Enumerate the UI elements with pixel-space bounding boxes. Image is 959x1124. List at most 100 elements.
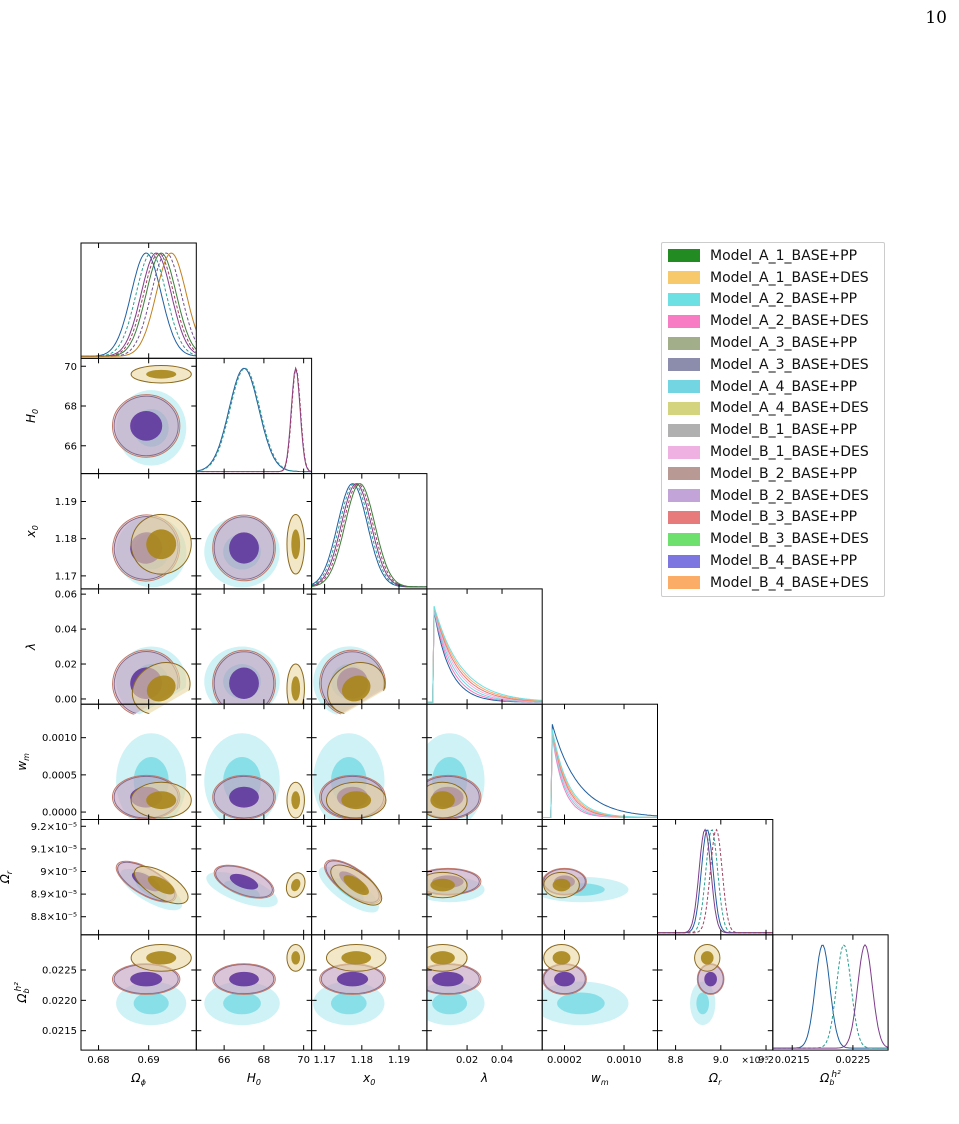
contour-PP-4-1-1 <box>229 786 259 808</box>
contour-DES-3-2-1 <box>341 675 371 702</box>
legend-item: Model_B_4_BASE+PP <box>662 550 884 572</box>
legend-swatch <box>668 292 700 306</box>
legend-item: Model_A_1_BASE+PP <box>662 245 884 267</box>
marginal-3-extra-1 <box>426 609 543 703</box>
y-tick-label: 0.06 <box>55 590 77 601</box>
x-tick-label: 0.0010 <box>607 1055 642 1066</box>
marginal-1-1 <box>196 367 312 473</box>
contour-DES-4-0-1 <box>146 791 177 810</box>
x-tick-label: 66 <box>218 1055 231 1066</box>
contour-DES-4-3-1 <box>430 791 455 810</box>
contour-A2PP-6-2-1 <box>330 992 367 1015</box>
contour-DES-6-1-1 <box>291 951 301 965</box>
legend-label: Model_A_2_BASE+PP <box>710 291 858 308</box>
y-tick-label: 0.0000 <box>42 808 77 819</box>
marginal-3-0 <box>426 610 543 703</box>
marginal-1-3 <box>196 367 312 473</box>
legend-swatch <box>668 336 700 350</box>
legend-item: Model_A_4_BASE+PP <box>662 376 884 398</box>
y-tick-label: 0.0005 <box>42 770 77 781</box>
contour-DES-2-0-1 <box>146 529 177 560</box>
x-tick-label: 0.0002 <box>547 1055 582 1066</box>
y-tick-label: 0.0220 <box>42 996 77 1007</box>
x-tick-label: 0.04 <box>491 1055 513 1066</box>
y-tick-label: 8.8×10⁻⁵ <box>31 912 77 923</box>
contour-DES-6-0-1 <box>146 951 177 965</box>
legend-label: Model_B_2_BASE+DES <box>710 487 869 504</box>
contour-PP-1-0-1 <box>130 410 163 441</box>
legend-label: Model_B_3_BASE+DES <box>710 531 869 548</box>
marginal-3-extra-5 <box>426 606 543 703</box>
legend-label: Model_B_2_BASE+PP <box>710 465 858 482</box>
legend-swatch <box>668 380 700 394</box>
y-tick-label: 1.18 <box>55 534 77 545</box>
legend-label: Model_B_3_BASE+PP <box>710 509 858 526</box>
x-axis-label-0: Ωϕ <box>130 1071 146 1087</box>
legend-item: Model_A_3_BASE+DES <box>662 354 884 376</box>
contour-PP-6-2-1 <box>336 971 369 987</box>
legend-swatch <box>668 423 700 437</box>
marginal-6-1 <box>772 944 889 1049</box>
contour-DES-5-1-1 <box>291 878 301 892</box>
marginal-2-0 <box>311 483 427 588</box>
contour-PP-6-3-1 <box>432 971 464 987</box>
x-axis-label-1: H0 <box>247 1071 261 1087</box>
x-tick-label: 1.17 <box>313 1055 335 1066</box>
marginal-0-6 <box>81 252 197 357</box>
marginal-1-0 <box>196 367 312 473</box>
x-tick-label: 0.0225 <box>835 1055 870 1066</box>
contour-PP-6-1-1 <box>229 971 259 987</box>
legend-swatch <box>668 489 700 503</box>
y-tick-label: 1.19 <box>55 497 77 508</box>
marginal-2-2 <box>311 483 427 588</box>
legend-label: Model_B_4_BASE+DES <box>710 574 869 591</box>
contour-PP-6-0-1 <box>130 971 163 987</box>
x-tick-label: 1.19 <box>388 1055 410 1066</box>
y-tick-label: 0.00 <box>55 694 77 705</box>
y-tick-label: 0.0010 <box>42 733 77 744</box>
legend-swatch <box>668 467 700 481</box>
y-tick-label: 66 <box>64 441 77 452</box>
marginal-5-3 <box>657 828 773 934</box>
legend-swatch <box>668 401 700 415</box>
x-axis-label-3: λ <box>480 1071 488 1085</box>
marginal-0-5 <box>81 252 197 357</box>
x-tick-label: 1.18 <box>351 1055 373 1066</box>
marginal-6-0 <box>772 944 889 1049</box>
contour-PP-6-4-1 <box>554 971 575 987</box>
x-tick-label: 0.69 <box>138 1055 160 1066</box>
x-tick-label: 9.2 <box>758 1055 774 1066</box>
x-offset-label: ×10⁻⁵ <box>741 1056 769 1066</box>
legend-swatch <box>668 249 700 263</box>
legend: Model_A_1_BASE+PP Model_A_1_BASE+DES Model… <box>661 242 885 597</box>
contour-DES-4-2-1 <box>341 791 372 810</box>
marginal-6-2 <box>772 943 889 1049</box>
legend-item: Model_B_2_BASE+DES <box>662 485 884 507</box>
panel-frame-6-6 <box>772 934 889 1051</box>
x-tick-label: 0.68 <box>87 1055 109 1066</box>
x-tick-label: 68 <box>258 1055 271 1066</box>
legend-label: Model_A_1_BASE+PP <box>710 247 858 264</box>
marginal-0-1 <box>81 252 197 357</box>
x-tick-label: 8.8 <box>668 1055 684 1066</box>
contour-A2PP-6-5-1 <box>696 992 710 1015</box>
x-tick-label: 0.0215 <box>775 1055 810 1066</box>
page-number: 10 <box>925 8 947 28</box>
contour-PP-2-1-1 <box>229 532 259 564</box>
panel-frame-5-5 <box>657 819 774 936</box>
legend-item: Model_A_1_BASE+DES <box>662 267 884 289</box>
contour-A2PP-6-3-1 <box>432 992 468 1015</box>
marginal-1-2 <box>196 366 312 473</box>
contour-DES-3-0-1 <box>146 675 176 702</box>
legend-swatch <box>668 271 700 285</box>
contour-DES-5-4-1 <box>552 878 571 892</box>
x-tick-label: 9.0 <box>713 1055 729 1066</box>
legend-item: Model_B_4_BASE+DES <box>662 572 884 594</box>
contour-DES-6-2-1 <box>341 951 372 965</box>
y-axis-label-3: λ <box>24 643 38 651</box>
legend-swatch <box>668 510 700 524</box>
y-axis-label-6: Ωbh² <box>14 982 31 1004</box>
y-tick-label: 0.04 <box>55 625 77 636</box>
contour-DES-3-1-1 <box>291 676 301 701</box>
legend-item: Model_B_1_BASE+PP <box>662 419 884 441</box>
